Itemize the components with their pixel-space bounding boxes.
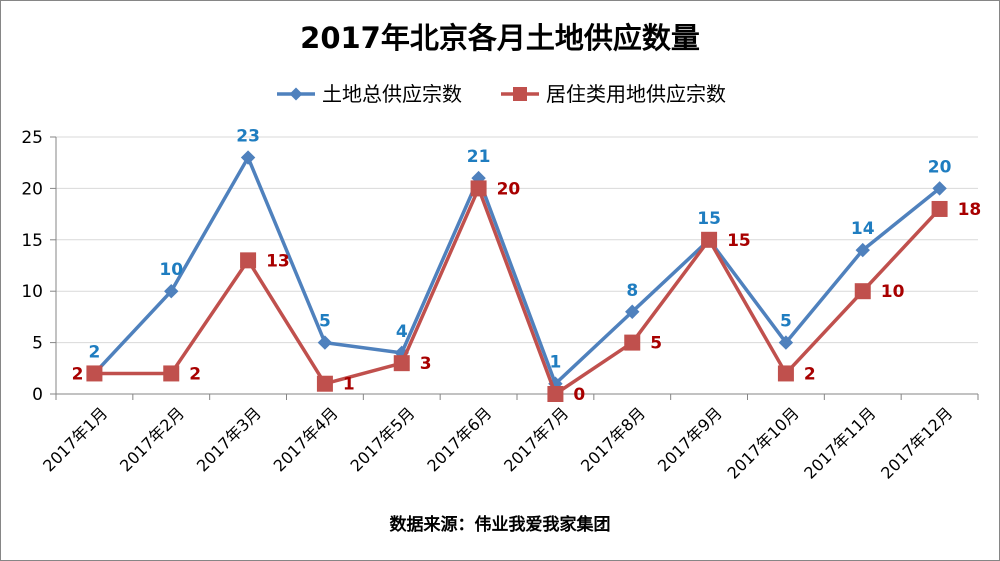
series-2-marker xyxy=(240,252,257,269)
series-1-marker xyxy=(625,304,640,319)
series-1-marker xyxy=(317,335,333,350)
series-1-marker xyxy=(164,283,179,299)
x-tick-label: 2017年4月 xyxy=(270,403,342,475)
series-1-data-label: 5 xyxy=(780,312,792,332)
data-source-note: 数据来源：伟业我爱我家集团 xyxy=(389,515,611,535)
series-1-data-label: 2 xyxy=(88,342,100,362)
x-tick-label: 2017年6月 xyxy=(423,403,495,475)
x-tick-label: 2017年7月 xyxy=(500,403,572,475)
series-1-data-label: 23 xyxy=(236,127,260,147)
series-2-data-label: 1 xyxy=(343,375,355,395)
series-line-1 xyxy=(93,155,941,386)
series-1-data-label: 1 xyxy=(549,353,561,373)
series-2-marker xyxy=(86,365,103,382)
series-2-marker xyxy=(701,231,718,248)
series-2-marker xyxy=(470,180,487,197)
y-tick-label: 5 xyxy=(32,334,43,354)
series-1-data-label: 14 xyxy=(851,219,875,239)
x-tick-label: 2017年1月 xyxy=(39,403,111,475)
series-2-marker xyxy=(777,365,794,382)
series-1-data-label: 10 xyxy=(159,260,183,280)
series-2-data-label: 18 xyxy=(958,200,982,220)
series-1-data-label: 8 xyxy=(626,281,638,301)
series-1-data-label: 5 xyxy=(319,312,331,332)
series-1-marker xyxy=(778,335,794,350)
legend-label-1: 土地总供应宗数 xyxy=(322,82,462,106)
series-2-data-label: 2 xyxy=(804,364,816,384)
x-tick-label: 2017年9月 xyxy=(654,403,726,475)
series-line-2 xyxy=(94,186,941,396)
series-2-marker xyxy=(931,200,948,217)
legend-label-2: 居住类用地供应宗数 xyxy=(546,82,726,106)
series-1-marker xyxy=(855,242,870,258)
x-tick-label: 2017年11月 xyxy=(800,403,879,482)
series-2-marker xyxy=(393,355,410,372)
series-2-data-label: 10 xyxy=(881,282,905,302)
x-tick-label: 2017年10月 xyxy=(723,403,802,482)
series-2-marker xyxy=(547,386,564,402)
series-2-marker xyxy=(854,283,871,300)
series-2-marker xyxy=(624,334,641,351)
series-2-data-label: 0 xyxy=(573,385,585,405)
chart-title: 2017年北京各月土地供应数量 xyxy=(300,21,700,55)
series-1-marker xyxy=(932,181,947,196)
y-tick-label: 0 xyxy=(32,385,43,405)
series-2-data-label: 13 xyxy=(266,251,290,271)
series-2-marker xyxy=(316,375,333,392)
y-tick-label: 25 xyxy=(21,128,43,148)
x-tick-label: 2017年5月 xyxy=(347,403,419,475)
series-1-data-label: 15 xyxy=(697,209,721,229)
x-tick-label: 2017年2月 xyxy=(116,403,188,475)
series-2-data-label: 2 xyxy=(189,364,201,384)
series-2-marker xyxy=(163,365,180,382)
y-tick-label: 20 xyxy=(21,179,43,199)
series-2-data-label: 20 xyxy=(497,179,521,199)
y-tick-label: 15 xyxy=(21,231,43,251)
x-tick-label: 2017年12月 xyxy=(877,403,956,482)
series-2-data-label: 15 xyxy=(727,231,751,251)
x-tick-label: 2017年8月 xyxy=(577,403,649,475)
series-1-data-label: 4 xyxy=(396,322,408,342)
legend-marker-2 xyxy=(513,87,527,101)
series-2-data-label: 2 xyxy=(72,364,84,384)
legend-marker-1 xyxy=(289,87,303,101)
series-2-data-label: 3 xyxy=(420,354,432,374)
series-1-data-label: 21 xyxy=(467,147,491,167)
x-tick-label: 2017年3月 xyxy=(193,403,265,475)
series-1-marker xyxy=(240,150,256,165)
series-1-data-label: 20 xyxy=(928,157,952,177)
series-2-data-label: 5 xyxy=(650,334,662,354)
y-tick-label: 10 xyxy=(21,282,43,302)
